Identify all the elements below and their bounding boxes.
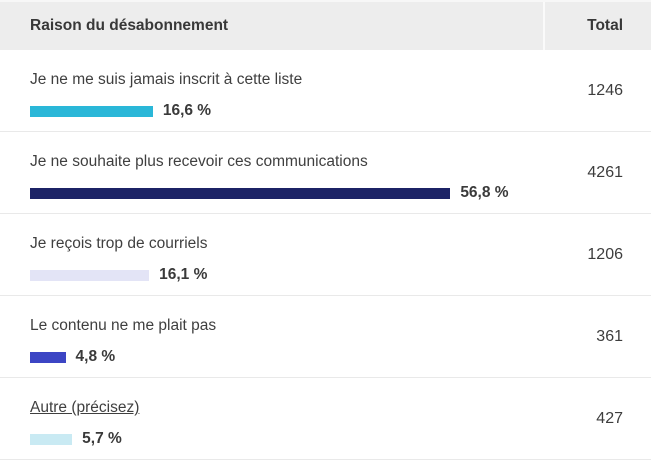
reason-cell: Autre (précisez) 5,7 % [0,378,543,459]
reason-label[interactable]: Autre (précisez) [30,399,140,416]
column-header-reason: Raison du désabonnement [30,17,229,34]
reason-cell: Le contenu ne me plait pas 4,8 % [0,296,543,377]
total-value: 1206 [587,245,623,263]
table-row: Je reçois trop de courriels 16,1 % 1206 [0,214,651,296]
bar-row: 16,6 % [30,102,543,120]
reason-cell: Je ne me suis jamais inscrit à cette lis… [0,50,543,131]
reason-bar [30,351,66,363]
table-body: Je ne me suis jamais inscrit à cette lis… [0,50,651,460]
table-row: Je ne me suis jamais inscrit à cette lis… [0,50,651,132]
reason-cell: Je ne souhaite plus recevoir ces communi… [0,132,543,213]
bar-row: 4,8 % [30,348,543,366]
column-header-total: Total [543,2,651,50]
table-row: Le contenu ne me plait pas 4,8 % 361 [0,296,651,378]
bar-row: 5,7 % [30,430,543,448]
total-value: 427 [596,409,623,427]
reason-bar [30,433,73,445]
reason-bar [30,269,150,281]
bar-row: 16,1 % [30,266,543,284]
table-header: Raison du désabonnement Total [0,0,651,50]
percent-label: 16,1 % [159,266,208,283]
bar-row: 56,8 % [30,184,543,202]
table-row: Je ne souhaite plus recevoir ces communi… [0,132,651,214]
total-value: 4261 [587,163,623,181]
total-value: 1246 [587,81,623,99]
reason-cell: Je reçois trop de courriels 16,1 % [0,214,543,295]
reason-label: Le contenu ne me plait pas [30,317,217,334]
reason-label: Je reçois trop de courriels [30,235,208,252]
percent-label: 56,8 % [460,184,509,201]
percent-label: 16,6 % [162,102,212,119]
percent-label: 4,8 % [75,348,116,365]
reason-label: Je ne souhaite plus recevoir ces communi… [30,153,368,170]
reason-label: Je ne me suis jamais inscrit à cette lis… [30,71,303,88]
percent-label: 5,7 % [82,430,122,447]
reason-bar [30,187,451,199]
total-value: 361 [596,327,623,345]
table-row: Autre (précisez) 5,7 % 427 [0,378,651,460]
reason-bar [30,105,153,117]
